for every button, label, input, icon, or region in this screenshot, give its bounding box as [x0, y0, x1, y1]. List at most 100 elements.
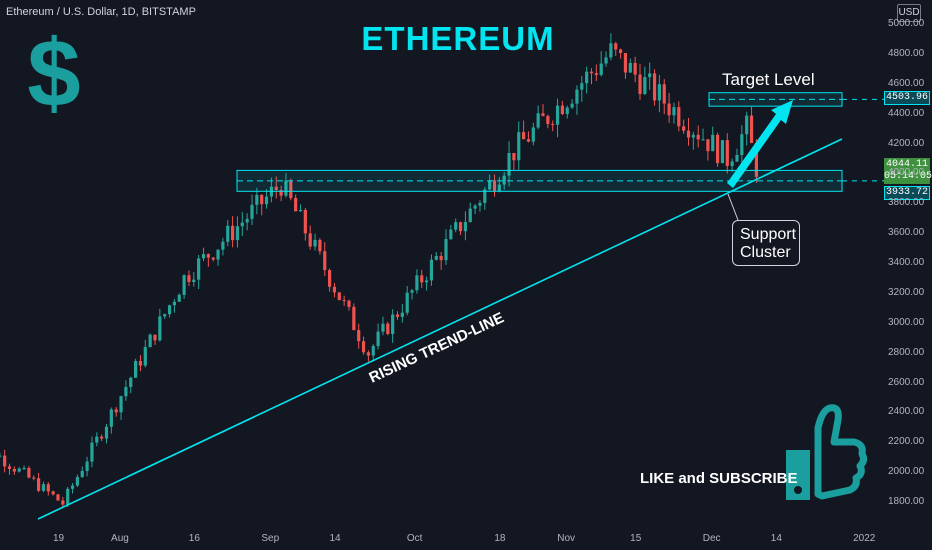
y-tick-label: 3000.00 — [888, 316, 925, 328]
candle-body — [444, 239, 448, 261]
x-tick-label: 15 — [630, 533, 642, 544]
candle-body — [628, 62, 632, 73]
candle-body — [507, 152, 511, 176]
candle-body — [148, 334, 152, 348]
candle-body — [536, 113, 540, 128]
candle-body — [352, 306, 356, 331]
candle-body — [560, 105, 564, 115]
candle-body — [517, 132, 521, 161]
y-tick-label: 4800.00 — [888, 47, 925, 59]
candle-body — [449, 229, 453, 240]
candle-body — [235, 226, 240, 241]
x-tick-label: Oct — [406, 533, 423, 544]
candle-body — [85, 461, 89, 472]
candle-body — [468, 208, 472, 222]
candle-body — [177, 294, 181, 302]
candle-body — [531, 127, 535, 142]
y-tick-label: 2200.00 — [888, 436, 925, 448]
candle-body — [454, 222, 458, 230]
candle-body — [473, 205, 477, 209]
candle-body — [371, 346, 375, 356]
candle-body — [463, 221, 467, 232]
candle-body — [745, 115, 749, 135]
candle-body — [711, 134, 715, 152]
candle-body — [633, 62, 637, 75]
candle-body — [720, 140, 725, 164]
thumb-dot — [794, 486, 802, 494]
candle-body — [386, 323, 390, 335]
candle-body — [585, 71, 589, 84]
candle-body — [546, 116, 550, 124]
y-tick-label: 3200.00 — [888, 286, 925, 298]
chart-title: ETHEREUM — [361, 20, 555, 57]
y-tick-label: 5000.00 — [888, 18, 925, 29]
candle-body — [226, 225, 230, 242]
candle-body — [740, 134, 744, 156]
candle-body — [332, 286, 337, 293]
candle-body — [104, 426, 109, 439]
y-tick-label: 4200.00 — [888, 137, 925, 149]
candle-body — [41, 484, 46, 491]
candle-body — [100, 436, 104, 439]
candle-body — [114, 409, 118, 413]
candle-body — [415, 275, 419, 291]
candle-body — [153, 334, 157, 341]
candle-body — [366, 352, 370, 356]
candle-body — [716, 134, 720, 164]
candle-body — [682, 126, 686, 131]
candle-body — [434, 255, 438, 260]
candle-body — [425, 280, 429, 283]
y-tick-label: 1800.00 — [888, 496, 925, 507]
candle-body — [395, 314, 400, 317]
target-arrow-icon — [727, 100, 793, 188]
candle-body — [691, 134, 695, 138]
candle-body — [570, 103, 574, 108]
dollar-icon: $ — [27, 20, 81, 127]
candle-body — [12, 468, 16, 472]
candle-body — [652, 73, 657, 101]
x-tick-label: Aug — [111, 533, 129, 544]
symbol-header[interactable]: Ethereum / U.S. Dollar, 1D, BITSTAMP — [6, 6, 196, 18]
candle-body — [623, 53, 628, 73]
candle-body — [143, 347, 147, 366]
candle-body — [541, 113, 545, 117]
x-tick-label: 18 — [494, 533, 506, 544]
x-tick-label: Dec — [702, 533, 721, 544]
candle-body — [284, 180, 288, 196]
candle-body — [138, 360, 143, 366]
candle-body — [260, 194, 264, 205]
candle-body — [512, 152, 516, 161]
y-tick-label: 4400.00 — [888, 107, 925, 119]
candle-body — [289, 180, 293, 199]
candle-body — [526, 139, 531, 142]
candle-body — [46, 484, 50, 492]
currency-label[interactable]: USD — [897, 4, 921, 22]
last-price-value: 4044.11 — [885, 159, 928, 170]
x-tick-label: 14 — [770, 533, 782, 544]
candle-body — [318, 239, 322, 252]
x-tick-label: 14 — [329, 533, 341, 544]
candle-body — [337, 292, 341, 300]
candle-body — [439, 255, 443, 261]
target-level-label: Target Level — [722, 70, 815, 89]
candle-body — [381, 323, 385, 332]
candle-body — [502, 175, 506, 185]
x-tick-label: 19 — [53, 533, 65, 544]
candle-body — [51, 491, 55, 495]
candle-body — [119, 396, 123, 413]
candle-body — [497, 184, 501, 192]
candle-body — [323, 251, 327, 271]
candle-body — [17, 468, 21, 472]
candle-body — [298, 209, 303, 212]
candle-body — [604, 57, 608, 64]
candle-body — [357, 330, 361, 342]
last-price-tag: 4044.11 05:14:05 — [884, 158, 932, 184]
candle-body — [662, 84, 666, 104]
x-tick-label: Nov — [557, 533, 576, 544]
candle-body — [735, 155, 739, 162]
candle-body — [172, 301, 176, 306]
candle-body — [240, 222, 244, 227]
support-connector — [727, 193, 739, 221]
candle-body — [7, 466, 12, 469]
